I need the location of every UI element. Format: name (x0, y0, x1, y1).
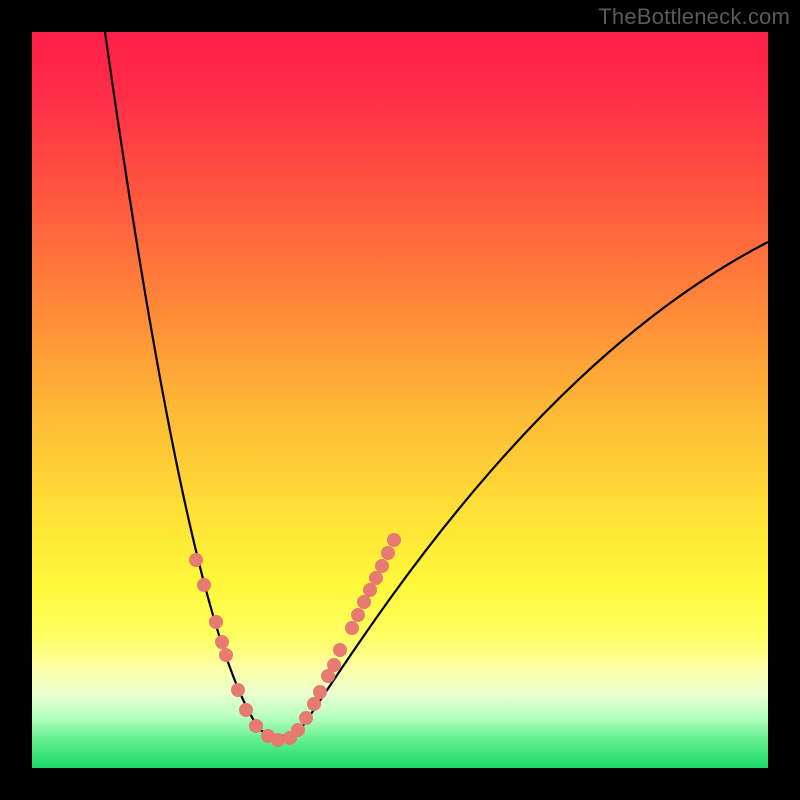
data-point (376, 560, 389, 573)
watermark-text: TheBottleneck.com (598, 4, 790, 30)
data-point (314, 686, 327, 699)
data-point (198, 579, 211, 592)
data-point (358, 596, 371, 609)
data-point (364, 584, 377, 597)
data-point (370, 572, 383, 585)
data-point (210, 616, 223, 629)
bottleneck-chart (0, 0, 800, 800)
data-point (240, 704, 253, 717)
data-point (352, 609, 365, 622)
data-point (190, 554, 203, 567)
data-point (292, 724, 305, 737)
chart-root: TheBottleneck.com (0, 0, 800, 800)
plot-area (32, 32, 768, 768)
data-point (220, 649, 233, 662)
data-point (232, 684, 245, 697)
data-point (308, 698, 321, 711)
data-point (300, 712, 313, 725)
data-point (334, 644, 347, 657)
data-point (328, 659, 341, 672)
data-point (346, 622, 359, 635)
data-point (272, 734, 285, 747)
data-point (388, 534, 401, 547)
data-point (216, 636, 229, 649)
data-point (382, 547, 395, 560)
data-point (250, 720, 263, 733)
